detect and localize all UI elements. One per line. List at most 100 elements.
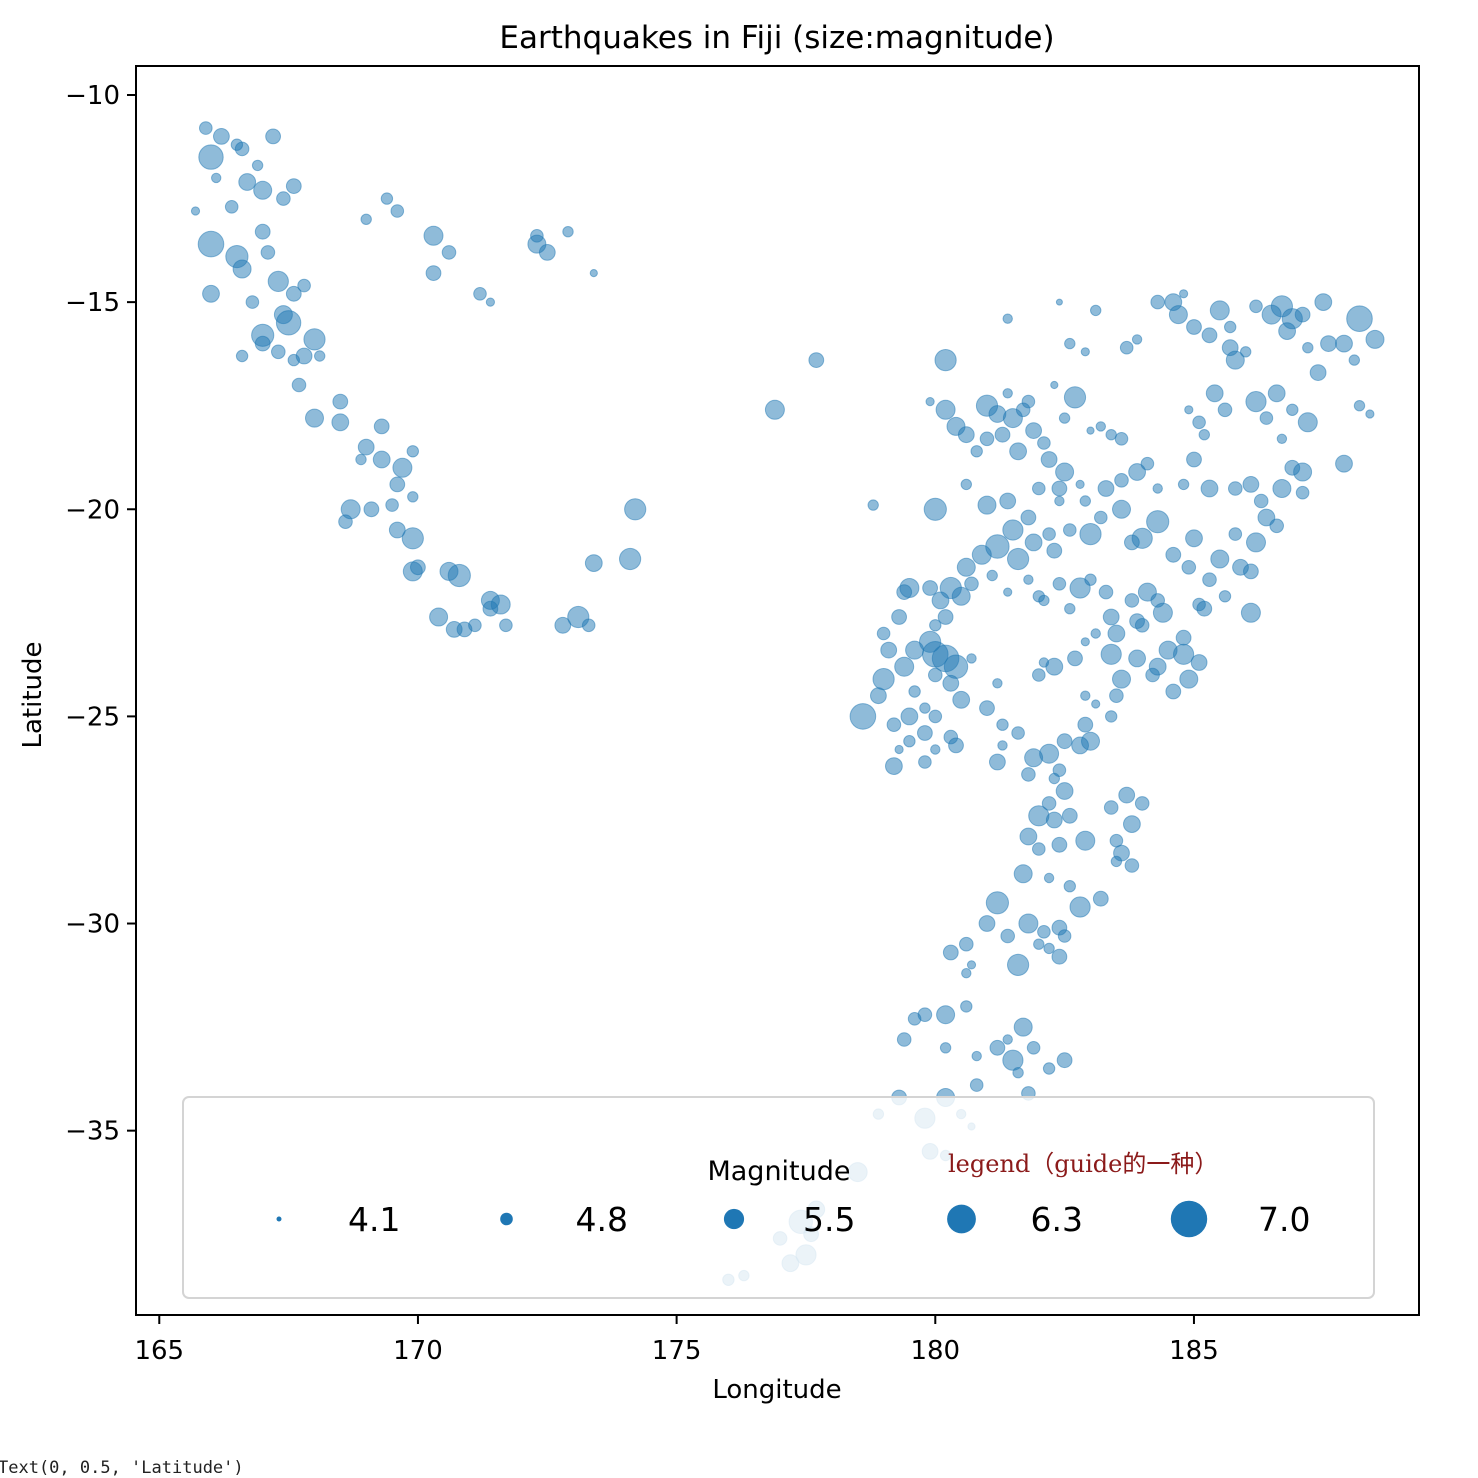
data-point xyxy=(1196,600,1213,617)
data-point xyxy=(232,259,252,279)
data-point xyxy=(1131,334,1143,345)
data-point xyxy=(410,559,426,576)
data-point xyxy=(1209,300,1230,321)
legend-label: 6.3 xyxy=(1031,1200,1083,1239)
data-point xyxy=(271,344,286,360)
y-axis-label: Latitude xyxy=(18,641,48,748)
data-point xyxy=(1080,690,1091,701)
data-point xyxy=(1064,603,1076,615)
data-point xyxy=(1145,667,1160,683)
data-point xyxy=(1105,429,1117,441)
data-point xyxy=(1090,304,1102,317)
data-point xyxy=(930,744,941,755)
data-point xyxy=(584,554,603,572)
data-point xyxy=(1063,880,1077,893)
data-point xyxy=(1025,422,1042,440)
data-point xyxy=(1335,334,1353,353)
data-point xyxy=(1052,577,1067,591)
data-point xyxy=(211,172,222,184)
data-point xyxy=(1267,384,1286,403)
data-point xyxy=(1051,948,1068,965)
data-point xyxy=(388,521,406,539)
data-point xyxy=(1192,415,1206,430)
data-point xyxy=(562,226,574,238)
data-point xyxy=(1186,319,1202,335)
data-point xyxy=(1114,432,1129,446)
data-point xyxy=(886,717,902,733)
data-point xyxy=(1026,1041,1041,1055)
data-point xyxy=(406,445,419,458)
legend-entries: 4.1 4.8 5.5 6.3 7.0 xyxy=(276,1200,1310,1239)
data-point xyxy=(401,527,424,550)
data-point xyxy=(925,397,935,407)
data-point xyxy=(1102,608,1120,626)
data-point xyxy=(1240,346,1252,358)
data-point xyxy=(1201,327,1218,344)
data-point xyxy=(372,450,391,469)
data-point xyxy=(251,159,264,172)
data-point xyxy=(1276,433,1288,444)
data-point xyxy=(1021,394,1036,409)
data-point xyxy=(1253,493,1269,509)
y-tick-label: −30 xyxy=(65,910,120,940)
y-axis-ticks: −10 −15 −20 −25 −30 −35 xyxy=(65,81,136,1147)
x-axis-ticks: 165 170 175 180 185 xyxy=(134,1315,1219,1366)
data-point xyxy=(1184,405,1194,415)
data-point xyxy=(1205,384,1224,403)
data-point xyxy=(1168,305,1188,325)
data-point xyxy=(589,269,598,278)
data-point xyxy=(1002,388,1013,399)
data-point xyxy=(1023,574,1034,585)
data-point xyxy=(1095,421,1107,432)
legend-marker xyxy=(723,1208,745,1230)
data-point xyxy=(373,418,390,435)
x-tick-label: 180 xyxy=(910,1336,960,1366)
plot-frame xyxy=(135,65,1420,1316)
data-point xyxy=(1278,322,1296,341)
data-point xyxy=(931,591,950,610)
data-point xyxy=(1098,584,1114,600)
data-point xyxy=(928,667,943,683)
data-point xyxy=(971,1050,982,1062)
data-point xyxy=(441,245,457,260)
data-point xyxy=(238,173,257,191)
chart-title: Earthquakes in Fiji (size:magnitude) xyxy=(499,20,1054,56)
data-point xyxy=(1058,412,1071,424)
data-point xyxy=(966,653,977,664)
data-point xyxy=(1257,508,1276,527)
data-point xyxy=(975,394,999,417)
data-point xyxy=(1077,716,1094,733)
data-point xyxy=(332,393,349,410)
data-point xyxy=(1152,483,1163,494)
data-point xyxy=(331,413,350,432)
data-point xyxy=(1365,409,1375,419)
data-point xyxy=(1179,669,1199,689)
data-point xyxy=(305,408,324,428)
data-point xyxy=(291,377,307,393)
data-point xyxy=(1165,683,1182,700)
data-point xyxy=(942,674,960,692)
data-point xyxy=(1200,479,1219,498)
data-point xyxy=(1086,426,1095,435)
data-point xyxy=(1091,699,1101,709)
data-point xyxy=(1198,429,1211,441)
data-point xyxy=(935,399,956,420)
data-point xyxy=(1075,830,1096,851)
data-point xyxy=(1103,800,1119,815)
data-point xyxy=(1000,928,1016,944)
data-point xyxy=(1032,842,1046,856)
legend-title: Magnitude xyxy=(707,1156,850,1187)
data-point xyxy=(1037,436,1051,450)
data-point xyxy=(891,609,907,625)
x-tick-label: 170 xyxy=(393,1336,443,1366)
data-point xyxy=(1202,572,1217,588)
data-point xyxy=(1055,782,1074,800)
data-point xyxy=(907,1012,922,1026)
data-point xyxy=(199,121,213,135)
data-point xyxy=(1002,313,1013,324)
data-point xyxy=(986,569,998,582)
data-point xyxy=(1040,451,1058,468)
data-point xyxy=(1128,649,1146,668)
data-point xyxy=(1185,529,1203,548)
data-point xyxy=(276,191,291,206)
